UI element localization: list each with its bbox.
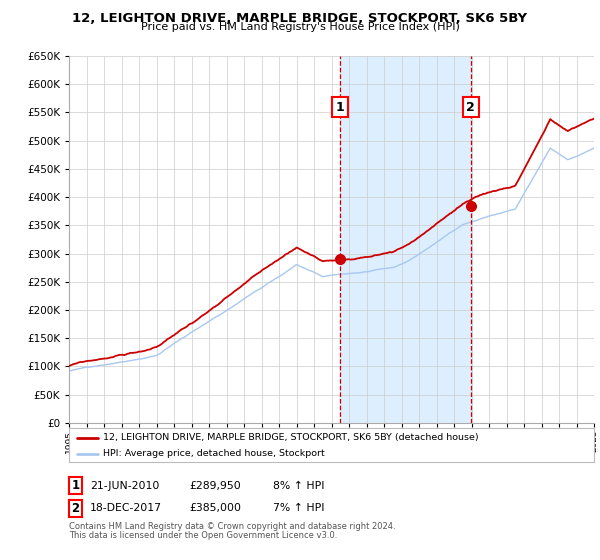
Text: 8% ↑ HPI: 8% ↑ HPI: [273, 480, 325, 491]
Text: HPI: Average price, detached house, Stockport: HPI: Average price, detached house, Stoc…: [103, 449, 325, 458]
Text: £385,000: £385,000: [189, 503, 241, 514]
Text: 2: 2: [466, 101, 475, 114]
Text: 18-DEC-2017: 18-DEC-2017: [90, 503, 162, 514]
Bar: [340, 56, 471, 423]
Text: 2: 2: [71, 502, 80, 515]
Text: 1: 1: [71, 479, 80, 492]
Text: 1: 1: [335, 101, 344, 114]
Text: Contains HM Land Registry data © Crown copyright and database right 2024.: Contains HM Land Registry data © Crown c…: [69, 522, 395, 531]
Text: £289,950: £289,950: [189, 480, 241, 491]
Text: 12, LEIGHTON DRIVE, MARPLE BRIDGE, STOCKPORT, SK6 5BY: 12, LEIGHTON DRIVE, MARPLE BRIDGE, STOCK…: [73, 12, 527, 25]
Text: 12, LEIGHTON DRIVE, MARPLE BRIDGE, STOCKPORT, SK6 5BY (detached house): 12, LEIGHTON DRIVE, MARPLE BRIDGE, STOCK…: [103, 433, 479, 442]
Text: 7% ↑ HPI: 7% ↑ HPI: [273, 503, 325, 514]
Text: This data is licensed under the Open Government Licence v3.0.: This data is licensed under the Open Gov…: [69, 531, 337, 540]
Text: 21-JUN-2010: 21-JUN-2010: [90, 480, 160, 491]
Text: Price paid vs. HM Land Registry's House Price Index (HPI): Price paid vs. HM Land Registry's House …: [140, 22, 460, 32]
